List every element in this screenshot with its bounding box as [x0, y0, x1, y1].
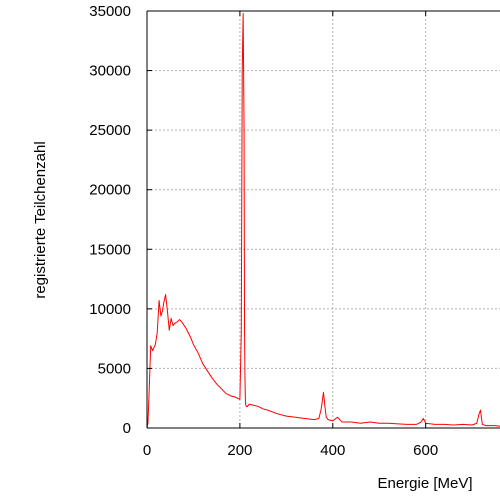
- series-line: [147, 12, 500, 428]
- y-tick-label: 30000: [89, 63, 131, 80]
- x-tick-label: 200: [227, 442, 252, 459]
- axes: [146, 10, 500, 429]
- y-tick-label: 35000: [89, 3, 131, 20]
- y-tick-label: 5000: [98, 360, 131, 377]
- y-tick-label: 10000: [89, 301, 131, 318]
- x-tick-label: 0: [143, 442, 151, 459]
- series-layer: [147, 12, 500, 428]
- y-tick-label: 25000: [89, 122, 131, 139]
- y-tick-label: 20000: [89, 182, 131, 199]
- x-tick-label: 400: [320, 442, 345, 459]
- ticks: 0 200 400 600 0 5000 10000 15000 20000 25000 30000…: [89, 3, 438, 459]
- x-tick-label: 600: [413, 442, 438, 459]
- grid: [147, 11, 500, 428]
- y-tick-label: 15000: [89, 241, 131, 258]
- y-axis-label: registrierte Teilchenzahl: [32, 141, 49, 298]
- y-tick-label: 0: [123, 420, 131, 437]
- x-axis-label: Energie [MeV]: [377, 475, 472, 492]
